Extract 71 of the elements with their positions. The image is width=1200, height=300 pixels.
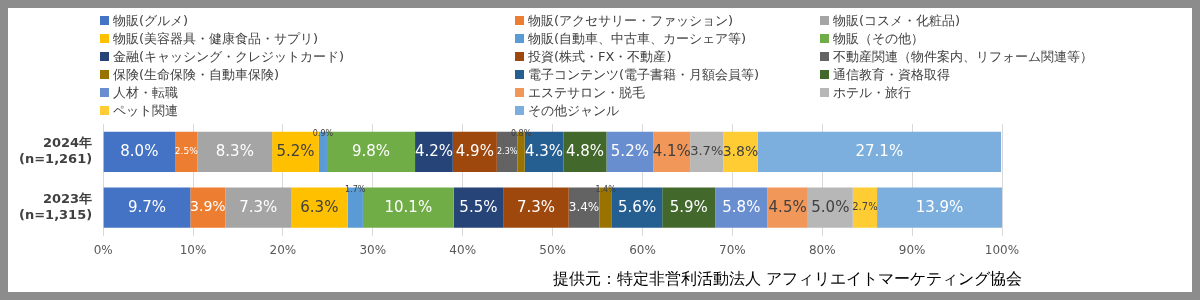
data-label: 3.7%: [690, 143, 724, 159]
x-tick-label: 10%: [179, 242, 207, 257]
legend-label: その他ジャンル: [528, 101, 619, 120]
data-label: 2.5%: [174, 146, 199, 157]
x-tick-label: 60%: [629, 242, 656, 257]
data-label: 13.9%: [915, 197, 964, 216]
bar: [757, 131, 1002, 172]
x-tick-label: 50%: [539, 242, 566, 257]
data-label: 2.7%: [852, 201, 878, 213]
text: 提供元：特定非営利活動法人 アフィリエイトマーケティング協会: [552, 269, 1022, 290]
data-label: 5.5%: [459, 197, 498, 216]
x-tick-label: 30%: [359, 242, 387, 257]
bar: [877, 187, 1002, 228]
data-label: 7.3%: [239, 197, 278, 216]
data-label: 5.9%: [669, 197, 708, 216]
legend-label: ホテル・旅行: [833, 83, 911, 102]
x-tick-label: 40%: [449, 242, 477, 257]
bar: [103, 131, 176, 172]
data-label: 5.0%: [811, 197, 850, 216]
legend-label: 物販(アクセサリー・ファッション): [528, 11, 734, 30]
data-label: 4.2%: [414, 141, 453, 160]
data-label: 4.9%: [455, 141, 494, 160]
bar: [291, 187, 348, 228]
data-label: 8.3%: [215, 141, 254, 160]
legend-label: 物販（その他）: [833, 29, 924, 48]
data-label: 9.8%: [351, 141, 391, 160]
legend-label: 物販(美容器具・健康食品・サプリ): [113, 29, 319, 48]
legend-label: 投資(株式・FX・不動産): [528, 47, 672, 66]
data-label: 6.3%: [300, 197, 339, 216]
x-tick-label: 20%: [269, 242, 297, 257]
bar: [225, 187, 292, 228]
data-label: 5.2%: [276, 141, 315, 160]
legend-label: ペット関連: [113, 101, 178, 120]
data-label: 4.5%: [768, 197, 807, 216]
data-label: 4.1%: [652, 141, 691, 160]
data-label: 7.3%: [516, 197, 555, 216]
data-label: 3.8%: [722, 142, 759, 159]
legend-label: 物販(自動車、中古車、カーシェア等): [528, 29, 747, 48]
x-tick-label: 70%: [719, 242, 746, 257]
data-label: 27.1%: [855, 141, 904, 160]
legend-label: 不動産関連（物件案内、リフォーム関連等）: [833, 47, 1093, 66]
data-label: 3.4%: [568, 199, 600, 214]
data-label: 0.9%: [312, 128, 334, 138]
legend-label: エステサロン・脱毛: [528, 83, 645, 102]
y-tick-label: 2023年 (n=1,315): [18, 191, 93, 222]
legend-label: 物販(グルメ): [113, 11, 189, 30]
bar: [103, 187, 191, 228]
data-label: 4.8%: [565, 141, 604, 160]
data-label: 8.0%: [120, 141, 159, 160]
data-label: 10.1%: [384, 197, 433, 216]
bar: [197, 131, 273, 172]
legend-label: 保険(生命保険・自動車保険): [113, 65, 280, 84]
legend-label: 物販(コスメ・化粧品): [833, 11, 961, 30]
data-label: 4.3%: [524, 141, 564, 160]
data-label: 3.9%: [190, 198, 226, 215]
legend-label: 金融(キャッシング・クレジットカード): [113, 47, 345, 66]
data-label: 5.6%: [618, 197, 657, 216]
bar: [503, 187, 569, 228]
data-label: 5.2%: [610, 141, 649, 160]
bar: [175, 131, 198, 172]
data-label: 2.3%: [497, 146, 518, 156]
x-tick-label: 80%: [808, 242, 836, 257]
legend-label: 人材・転職: [113, 83, 178, 102]
data-label: 5.8%: [722, 197, 761, 216]
x-tick-label: 100%: [984, 242, 1020, 257]
x-tick-label: 90%: [898, 242, 926, 257]
data-label: 9.7%: [127, 197, 167, 216]
legend-label: 電子コンテンツ(電子書籍・月額会員等): [528, 65, 760, 84]
legend-label: 通信教育・資格取得: [833, 65, 950, 84]
x-tick-label: 0%: [93, 242, 113, 257]
y-tick-label: 2024年 (n=1,261): [18, 135, 93, 167]
